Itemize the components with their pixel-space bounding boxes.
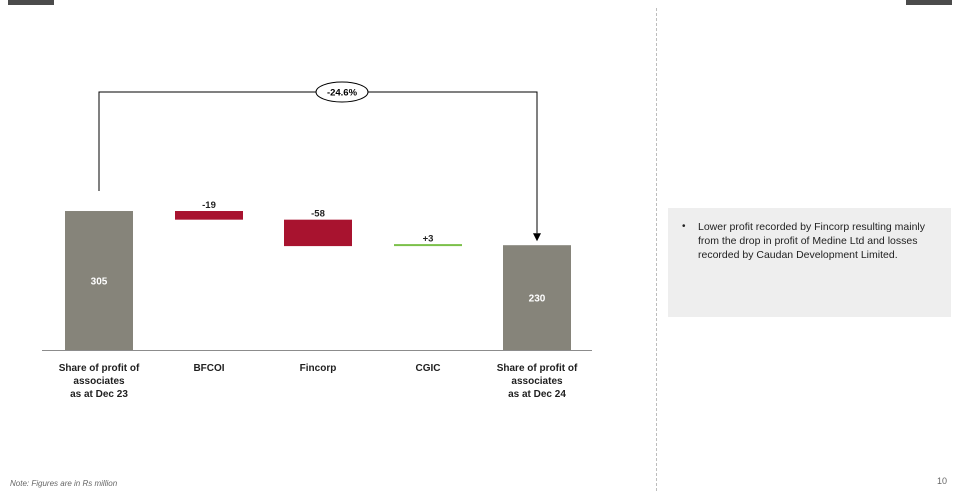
delta-bar xyxy=(284,219,352,247)
change-percent-label: -24.6% xyxy=(327,88,358,99)
page-number: 10 xyxy=(937,476,948,486)
commentary-bullet: Lower profit recorded by Fincorp resulti… xyxy=(680,220,939,262)
delta-bar xyxy=(175,211,243,220)
corner-tab-right xyxy=(906,0,952,5)
commentary-list: Lower profit recorded by Fincorp resulti… xyxy=(680,220,939,262)
commentary-box: Lower profit recorded by Fincorp resulti… xyxy=(668,208,951,317)
dashed-separator xyxy=(656,8,657,491)
arrow-head-icon xyxy=(533,233,541,242)
category-label: Share of profit of associates as at Dec … xyxy=(58,363,140,400)
corner-tab-left xyxy=(8,0,54,5)
footnote: Note: Figures are in Rs million xyxy=(10,479,118,488)
data-label: +3 xyxy=(423,234,434,245)
data-label: -19 xyxy=(202,200,216,211)
delta-bar xyxy=(394,244,462,247)
category-label: BFCOI xyxy=(193,363,225,374)
data-label: 305 xyxy=(91,277,108,288)
data-label: 230 xyxy=(529,294,546,305)
category-label: Fincorp xyxy=(299,363,337,374)
change-ellipse xyxy=(315,81,369,103)
data-label: -58 xyxy=(311,209,325,220)
total-bar xyxy=(503,245,571,350)
category-label: Share of profit of associates as at Dec … xyxy=(496,363,578,400)
category-label: CGIC xyxy=(415,363,441,374)
total-bar xyxy=(65,211,133,350)
